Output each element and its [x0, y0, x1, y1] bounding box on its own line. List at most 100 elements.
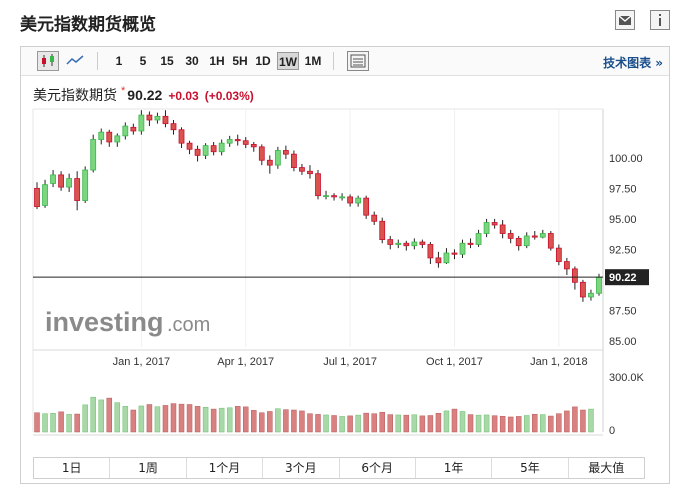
- candle-body: [419, 241, 426, 245]
- candle: [162, 110, 169, 128]
- range-1m[interactable]: 1个月: [187, 458, 264, 478]
- candle-body: [178, 129, 185, 144]
- candle: [419, 239, 426, 249]
- candle: [507, 229, 514, 244]
- candle: [74, 171, 81, 211]
- candle: [395, 239, 402, 249]
- x-tick-label: Jan 1, 2017: [113, 356, 171, 368]
- volume-bar: [243, 406, 249, 433]
- candle: [355, 195, 362, 207]
- range-1w[interactable]: 1周: [110, 458, 187, 478]
- candle-body: [130, 126, 137, 132]
- volume-bar: [443, 410, 450, 433]
- candle: [218, 139, 225, 156]
- volume-bar: [234, 406, 241, 433]
- range-selector: 1日 1周 1个月 3个月 6个月 1年 5年 最大值: [33, 457, 645, 479]
- candle: [443, 248, 450, 265]
- y-tick-label: 97.50: [609, 183, 637, 195]
- candle: [331, 193, 337, 201]
- candle: [66, 173, 73, 192]
- candle-body: [395, 242, 402, 245]
- technical-chart-link[interactable]: 技术图表 »: [603, 56, 663, 70]
- volume-bar: [363, 412, 369, 433]
- candle: [539, 229, 546, 239]
- candle: [114, 133, 121, 147]
- volume-axis-max-label: 300.0K: [609, 372, 645, 384]
- interval-5[interactable]: 5: [139, 54, 147, 68]
- volume-bar: [331, 415, 337, 433]
- volume-bar: [403, 414, 410, 433]
- price-change: +0.03: [168, 89, 199, 103]
- candle-body: [90, 139, 97, 171]
- candle-body: [580, 281, 586, 298]
- interval-1d[interactable]: 1D: [255, 54, 271, 68]
- volume-bar: [90, 396, 96, 433]
- candle: [146, 111, 153, 127]
- volume-bar: [66, 414, 72, 433]
- x-tick-label: Jul 1, 2017: [323, 356, 377, 368]
- range-max[interactable]: 最大值: [588, 461, 625, 475]
- table-view-icon[interactable]: [347, 51, 369, 71]
- interval-1h[interactable]: 1H: [209, 54, 225, 68]
- volume-bar: [491, 415, 498, 433]
- range-1y[interactable]: 1年: [416, 458, 493, 478]
- mail-icon[interactable]: [615, 10, 635, 30]
- volume-bar: [419, 415, 426, 433]
- interval-15[interactable]: 15: [160, 54, 174, 68]
- candle-body: [523, 235, 530, 247]
- volume-bar: [226, 407, 233, 433]
- candle-body: [218, 142, 225, 153]
- interval-1m[interactable]: 1M: [304, 54, 322, 68]
- candle-body: [355, 197, 362, 204]
- volume-bar: [387, 414, 393, 433]
- investing-watermark: investing .com: [45, 307, 210, 337]
- candle-body: [106, 131, 113, 143]
- volume-bar: [50, 413, 56, 433]
- instrument-name: 美元指数期货: [33, 88, 117, 104]
- candle-body: [515, 237, 522, 247]
- interval-5h[interactable]: 5H: [232, 54, 248, 68]
- candle: [138, 110, 145, 135]
- candle-body: [427, 244, 434, 259]
- candle: [339, 193, 345, 201]
- interval-30[interactable]: 30: [185, 54, 199, 68]
- volume-bar: [467, 414, 474, 433]
- candle-body: [555, 247, 562, 262]
- candle: [451, 249, 458, 260]
- volume-bar: [259, 412, 265, 433]
- candle: [523, 232, 530, 249]
- x-tick-label: Jan 1, 2018: [530, 356, 588, 368]
- candle: [178, 127, 185, 149]
- range-5y[interactable]: 5年: [492, 458, 569, 478]
- interval-1w[interactable]: 1W: [277, 52, 299, 70]
- volume-bar: [146, 404, 153, 433]
- candle-body: [186, 142, 193, 150]
- line-chart-icon[interactable]: [65, 51, 87, 71]
- candle-body: [596, 276, 602, 294]
- last-price: 90.22: [127, 87, 163, 103]
- range-6m[interactable]: 6个月: [340, 458, 416, 478]
- volume-bar: [339, 416, 345, 433]
- candle-body: [483, 222, 490, 234]
- candle: [411, 238, 418, 250]
- candle-body: [547, 233, 554, 249]
- candle: [106, 129, 113, 147]
- volume-bar: [194, 406, 201, 433]
- candlestick-icon[interactable]: [37, 51, 59, 71]
- interval-1[interactable]: 1: [115, 54, 123, 68]
- volume-bar: [98, 399, 104, 433]
- candle-body: [435, 257, 442, 264]
- candle: [282, 145, 289, 160]
- candle-body: [258, 146, 265, 161]
- range-1d[interactable]: 1日: [34, 458, 111, 478]
- candle: [258, 144, 265, 166]
- info-icon[interactable]: [650, 10, 670, 30]
- volume-bar: [515, 416, 522, 433]
- candle: [347, 194, 354, 207]
- candle: [186, 140, 193, 155]
- volume-bar: [435, 413, 442, 433]
- candle-body: [242, 140, 249, 145]
- candle: [403, 240, 410, 251]
- range-3m[interactable]: 3个月: [263, 458, 340, 478]
- candle-body: [499, 224, 506, 234]
